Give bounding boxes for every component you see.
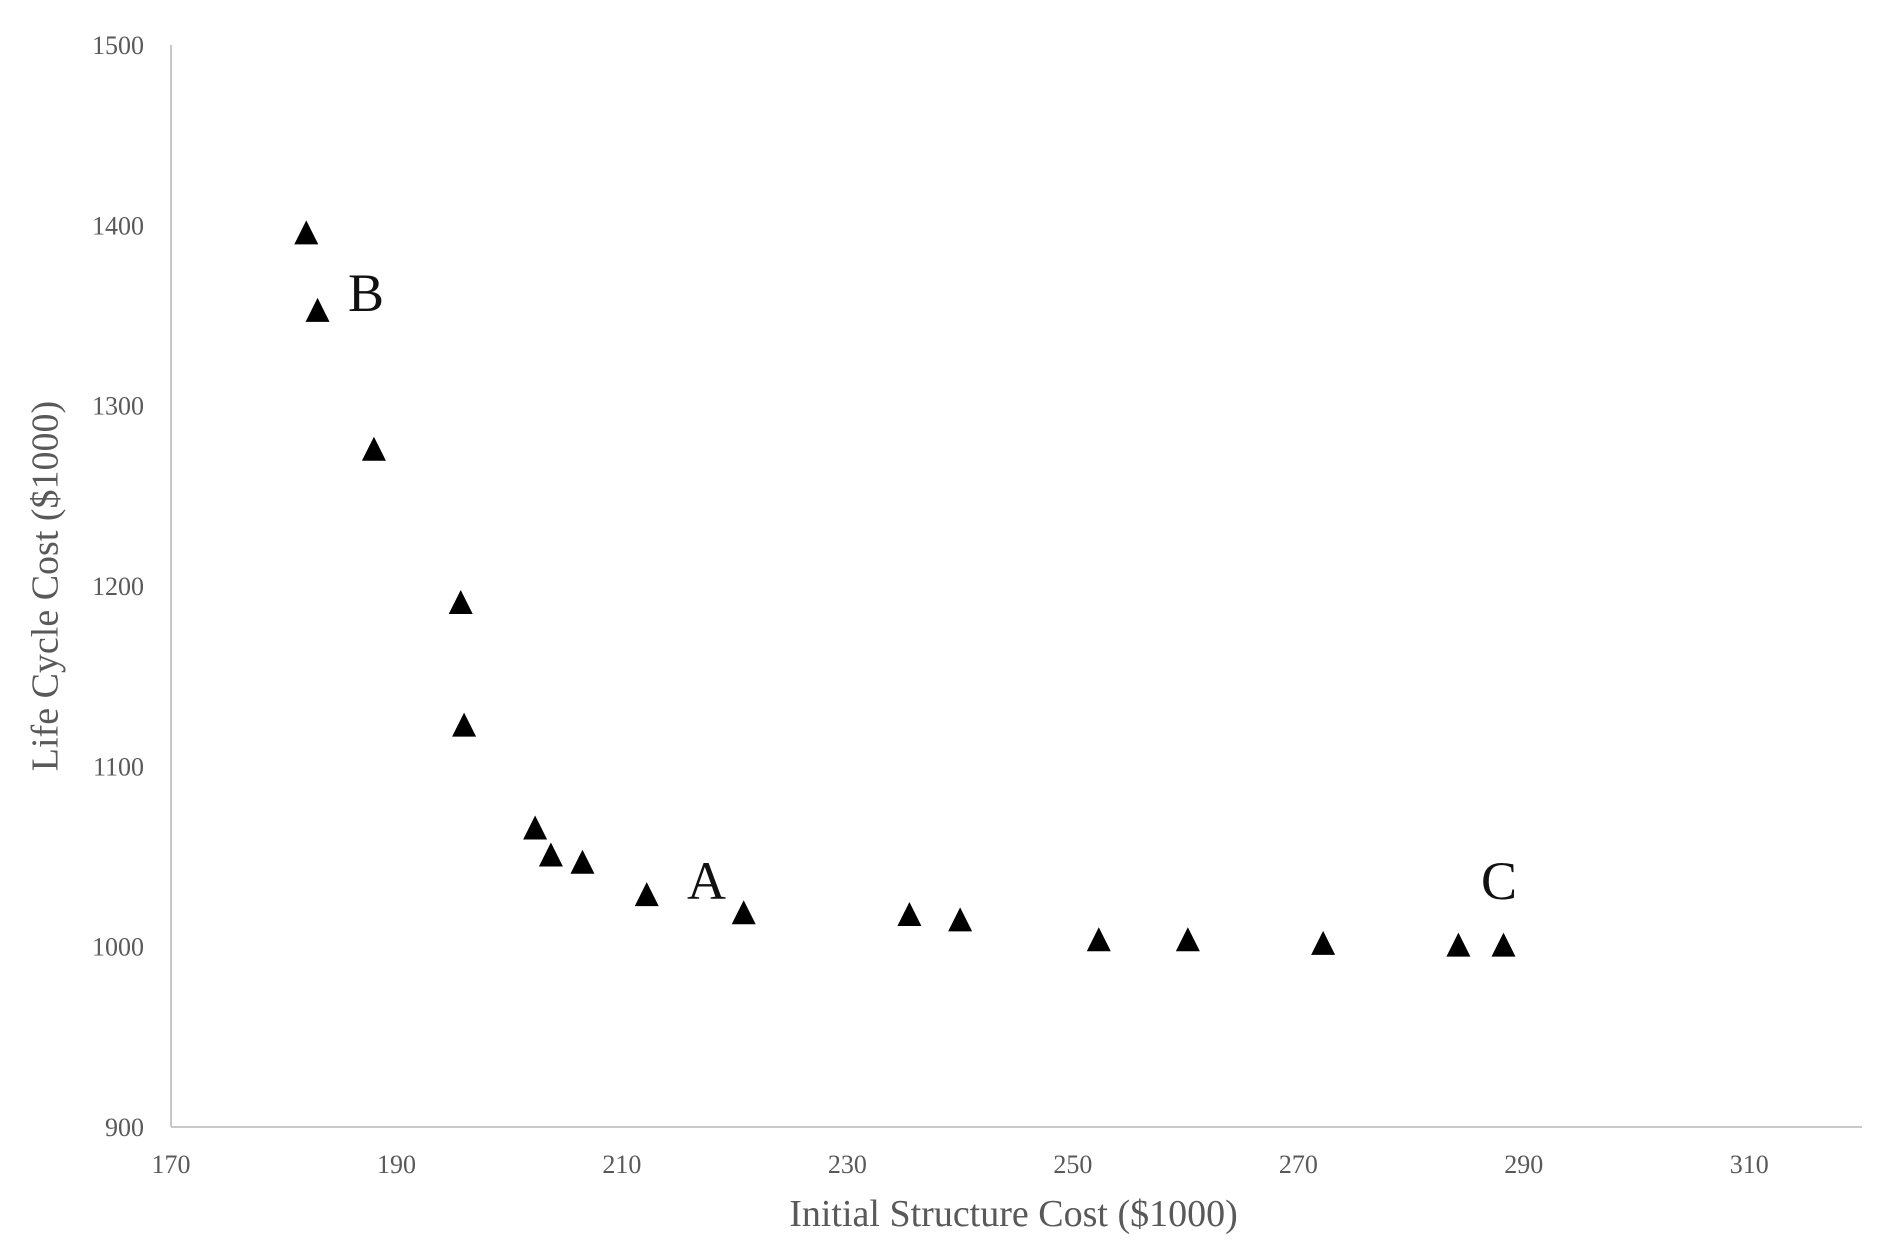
data-points [294, 220, 1516, 957]
y-tick-label: 1500 [92, 31, 144, 60]
data-point-marker [1491, 932, 1516, 957]
data-point-marker [448, 590, 473, 615]
data-point-marker [897, 902, 922, 927]
point-label-a: A [687, 851, 726, 911]
data-point-marker [294, 220, 319, 245]
data-point-marker [1311, 930, 1336, 955]
x-tick-label: 210 [602, 1150, 641, 1179]
y-tick-label: 900 [105, 1113, 144, 1142]
data-point-marker [948, 907, 973, 932]
x-tick-label: 250 [1053, 1150, 1092, 1179]
x-tick-label: 230 [828, 1150, 867, 1179]
data-point-marker [1446, 932, 1471, 957]
x-tick-label: 270 [1279, 1150, 1318, 1179]
data-point-marker [570, 849, 595, 874]
data-point-marker [538, 842, 563, 867]
y-tick-labels: 900 1000 1100 1200 1300 1400 1500 [92, 31, 144, 1142]
axes [170, 45, 1862, 1128]
y-tick-label: 1200 [92, 572, 144, 601]
data-point-marker [634, 882, 659, 907]
y-tick-label: 1400 [92, 211, 144, 240]
data-point-marker [305, 297, 330, 322]
data-point-marker [452, 712, 477, 737]
x-tick-label: 190 [377, 1150, 416, 1179]
data-point-marker [361, 436, 386, 461]
x-tick-label: 310 [1730, 1150, 1769, 1179]
x-tick-label: 290 [1504, 1150, 1543, 1179]
x-axis-title: Initial Structure Cost ($1000) [789, 1193, 1238, 1235]
y-tick-label: 1100 [93, 752, 144, 781]
y-tick-label: 1000 [92, 933, 144, 962]
point-label-b: B [348, 263, 384, 323]
y-axis-title: Life Cycle Cost ($1000) [25, 401, 67, 771]
point-annotations: B A C [348, 263, 1517, 911]
point-label-c: C [1481, 851, 1517, 911]
x-tick-label: 170 [152, 1150, 191, 1179]
data-point-marker [731, 900, 756, 925]
x-tick-labels: 170 190 210 230 250 270 290 310 [152, 1150, 1769, 1179]
y-tick-label: 1300 [92, 392, 144, 421]
data-point-marker [1175, 927, 1200, 952]
data-point-marker [523, 815, 548, 840]
data-point-marker [1086, 927, 1111, 952]
